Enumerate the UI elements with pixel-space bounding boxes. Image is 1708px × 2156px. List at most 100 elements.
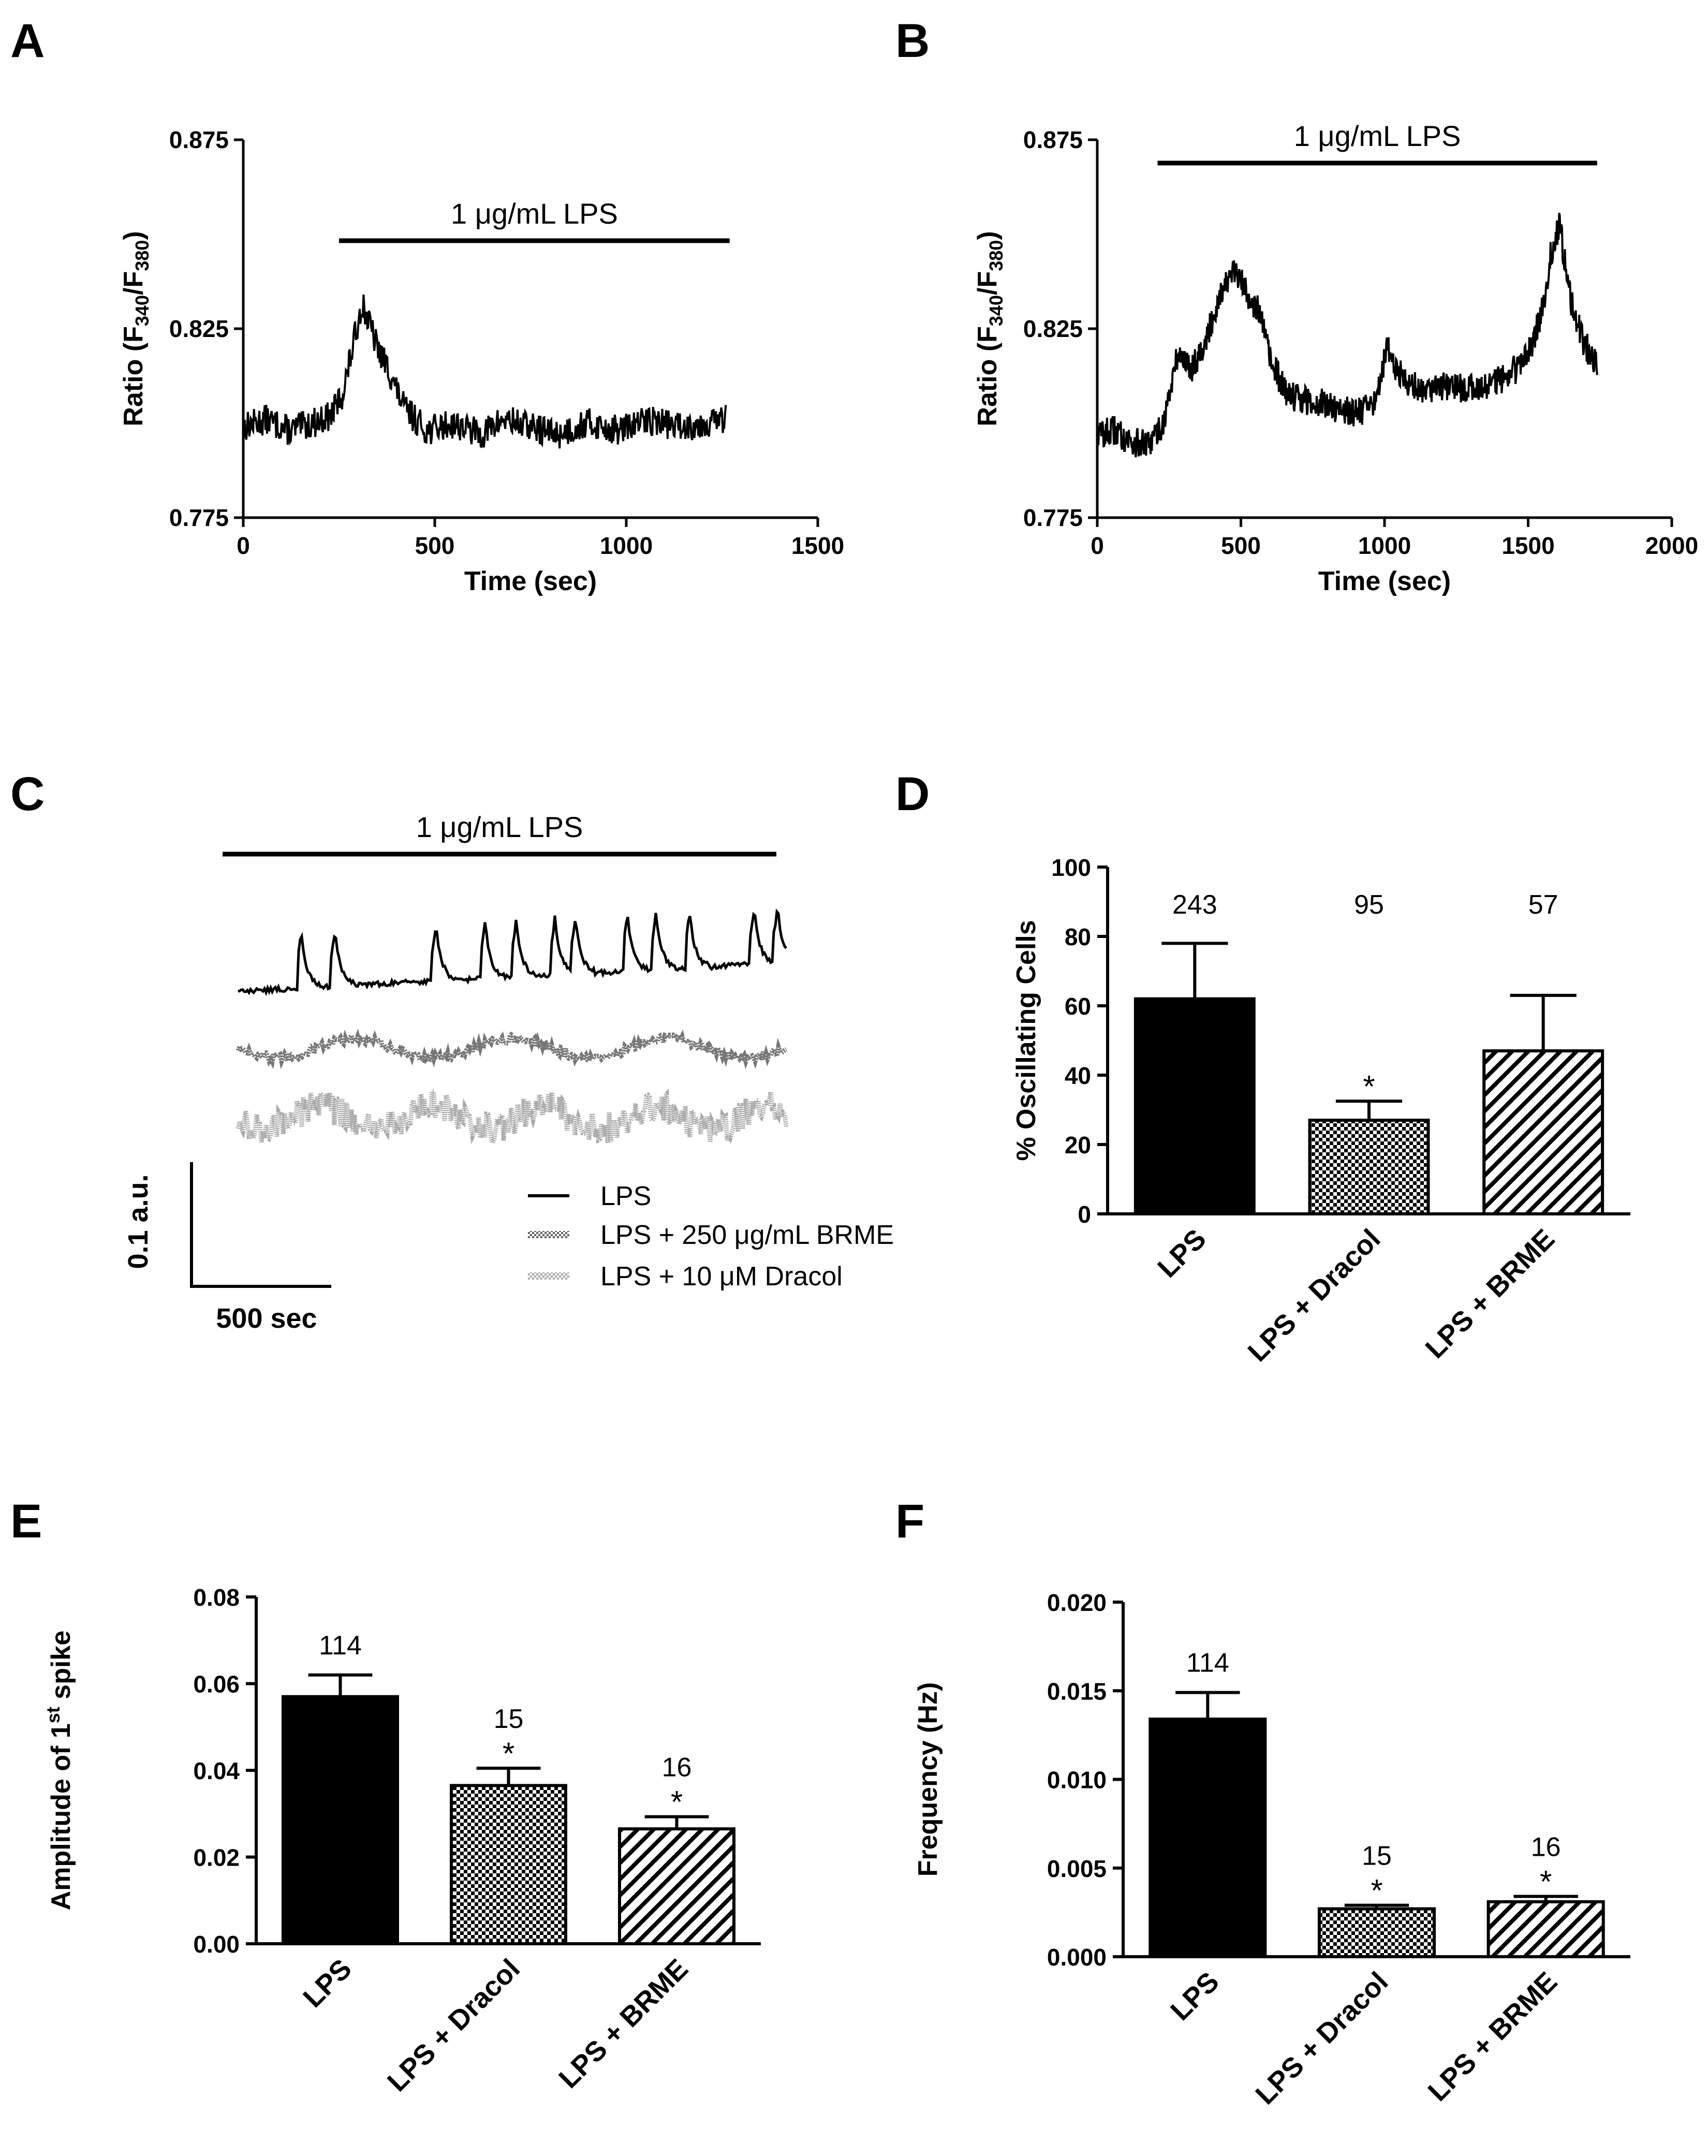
panel-f-bar	[1149, 1718, 1267, 1959]
panel-e-y-tick-label: 0.04	[193, 1757, 240, 1784]
panel-e-cell-count: 16	[662, 1753, 692, 1783]
panel-e-y-tick-label: 0.06	[193, 1671, 240, 1698]
panel-d-bar-chart: 0 20 40 60 80 100 243 LPS 95 * LPS + Dracol 57 LPS +…	[1011, 854, 1630, 1368]
panel-e-y-title-part: spike	[46, 1631, 76, 1707]
panel-e-category-label: LPS + BRME	[553, 1953, 694, 2094]
panel-d-category-label: LPS	[1152, 1223, 1212, 1284]
panel-e-y-axis-title: Amplitude of 1st spike	[42, 1631, 76, 1911]
legend-label-brme: LPS + 250 μg/mL BRME	[600, 1220, 894, 1250]
legend-label-dracol: LPS + 10 μM Dracol	[600, 1262, 843, 1292]
panel-a-y-title-part: /F	[119, 271, 149, 295]
panel-c-representative-traces: 1 μg/mL LPS LPS LPS + 250 μg/mL BRME LPS…	[123, 811, 894, 1334]
panel-e-y-tick-label: 0.02	[193, 1844, 240, 1871]
legend-swatch-dracol	[528, 1272, 569, 1280]
panel-d-cell-count: 243	[1172, 890, 1217, 920]
panel-d-y-tick-label: 0	[1078, 1201, 1091, 1228]
panel-d-category-label: LPS + Dracol	[1242, 1223, 1386, 1368]
panel-d-y-tick-label: 60	[1065, 993, 1091, 1020]
panel-f-cell-count: 114	[1186, 1648, 1229, 1678]
panel-a-trace-chart: 0.775 0.825 0.875 0 500 1000 1500 Time (sec) Rat…	[119, 126, 844, 596]
panel-a-y-title-sub: 380	[131, 240, 153, 271]
trace-lps	[238, 908, 787, 996]
panel-a-y-title-part: )	[119, 231, 149, 240]
panel-d-cell-count: 95	[1354, 890, 1384, 920]
panel-f-bar	[1317, 1907, 1436, 1958]
panel-d-category-label: LPS + BRME	[1420, 1223, 1561, 1365]
panel-f-bar	[1486, 1900, 1605, 1958]
panel-b-x-tick-label: 1000	[1358, 532, 1411, 559]
panel-e-category-label: LPS + Dracol	[381, 1953, 526, 2098]
panel-a-x-axis-title: Time (sec)	[464, 566, 597, 596]
panel-b-calcium-trace	[1096, 212, 1598, 458]
panel-b-y-title-sub: 340	[985, 295, 1007, 326]
panel-b-x-tick-label: 500	[1221, 532, 1261, 559]
panel-e-bar	[450, 1784, 567, 1945]
panel-a-x-tick-label: 1000	[600, 532, 653, 559]
panel-a-y-title-sub: 340	[131, 295, 153, 326]
panel-d-y-tick-label: 20	[1065, 1132, 1091, 1158]
panel-b-y-tick-label: 0.875	[1023, 126, 1083, 153]
panel-f-y-tick-label: 0.000	[1047, 1944, 1107, 1971]
panel-a-x-tick-label: 0	[237, 532, 250, 559]
legend-label-lps: LPS	[600, 1181, 651, 1211]
panel-b-y-title-part: /F	[973, 271, 1003, 295]
panel-f-category-label: LPS + Dracol	[1249, 1966, 1394, 2110]
panel-e-y-tick-label: 0.00	[193, 1931, 240, 1958]
panel-f-y-title-part: Frequency (Hz)	[913, 1682, 943, 1877]
panel-e-cell-count: 15	[494, 1704, 524, 1734]
panel-b-stimulus-label: 1 μg/mL LPS	[1294, 120, 1461, 152]
panel-e-y-title-part: Amplitude of 1	[46, 1723, 76, 1910]
panel-d-bar	[1133, 997, 1256, 1215]
panel-d-y-title-part: % Oscillating Cells	[1011, 920, 1041, 1161]
panel-a-x-tick-label: 1500	[791, 532, 844, 559]
panel-a-y-tick-label: 0.875	[169, 126, 229, 153]
panel-f-significance-marker: *	[1540, 1865, 1552, 1899]
panel-b-y-tick-label: 0.775	[1023, 504, 1083, 531]
panel-d-y-tick-label: 80	[1065, 923, 1091, 950]
panel-b-x-axis-title: Time (sec)	[1318, 566, 1451, 596]
panel-b-x-tick-label: 0	[1091, 532, 1104, 559]
panel-a-y-title-part: Ratio (F	[119, 326, 149, 427]
panel-b-y-tick-label: 0.825	[1023, 315, 1083, 342]
panel-letter-d: D	[895, 768, 930, 820]
scale-bar	[190, 1162, 331, 1288]
panel-letter-e: E	[10, 1495, 42, 1548]
panel-a-calcium-trace	[242, 294, 727, 449]
legend-swatch-brme	[528, 1231, 569, 1238]
panel-f-y-tick-label: 0.015	[1047, 1678, 1107, 1705]
panel-e-bar	[282, 1695, 399, 1945]
panel-c-stimulus-label: 1 μg/mL LPS	[416, 811, 583, 843]
panel-b-x-tick-label: 1500	[1501, 532, 1554, 559]
panel-d-y-tick-label: 40	[1065, 1062, 1091, 1089]
panel-f-y-axis-title: Frequency (Hz)	[913, 1682, 943, 1877]
panel-d-bar	[1308, 1119, 1430, 1216]
panel-b-trace-chart: 0.775 0.825 0.875 0 500 1000 1500 2000 Time (sec…	[973, 120, 1698, 596]
scale-bar-amplitude-label: 0.1 a.u.	[123, 1174, 154, 1269]
panel-e-bar	[618, 1827, 735, 1945]
panel-letter-a: A	[10, 14, 45, 67]
panel-e-significance-marker: *	[503, 1736, 514, 1771]
panel-d-significance-marker: *	[1363, 1069, 1375, 1104]
panel-a-y-tick-label: 0.775	[169, 504, 229, 531]
panel-d-y-tick-label: 100	[1051, 854, 1091, 881]
panel-a-y-tick-label: 0.825	[169, 315, 229, 342]
panel-letter-c: C	[10, 768, 45, 820]
panel-e-y-tick-label: 0.08	[193, 1584, 240, 1611]
panel-f-y-tick-label: 0.010	[1047, 1767, 1107, 1794]
scale-bar-time-label: 500 sec	[216, 1303, 317, 1334]
trace-lps-dracol	[235, 1086, 789, 1150]
panel-a-y-axis-title: Ratio (F340/F380)	[119, 231, 153, 426]
panel-letter-b: B	[895, 14, 930, 67]
panel-f-category-label: LPS	[1165, 1966, 1225, 2027]
panel-e-significance-marker: *	[671, 1785, 683, 1820]
panel-b-y-title-part: )	[973, 231, 1003, 240]
panel-f-cell-count: 16	[1531, 1832, 1561, 1862]
panel-f-y-tick-label: 0.005	[1047, 1855, 1107, 1882]
panel-d-cell-count: 57	[1528, 890, 1558, 920]
panel-d-bar	[1482, 1049, 1604, 1215]
trace-lps-brme	[235, 1029, 788, 1070]
panel-b-x-tick-label: 2000	[1645, 532, 1698, 559]
panel-e-category-label: LPS	[297, 1953, 358, 2014]
